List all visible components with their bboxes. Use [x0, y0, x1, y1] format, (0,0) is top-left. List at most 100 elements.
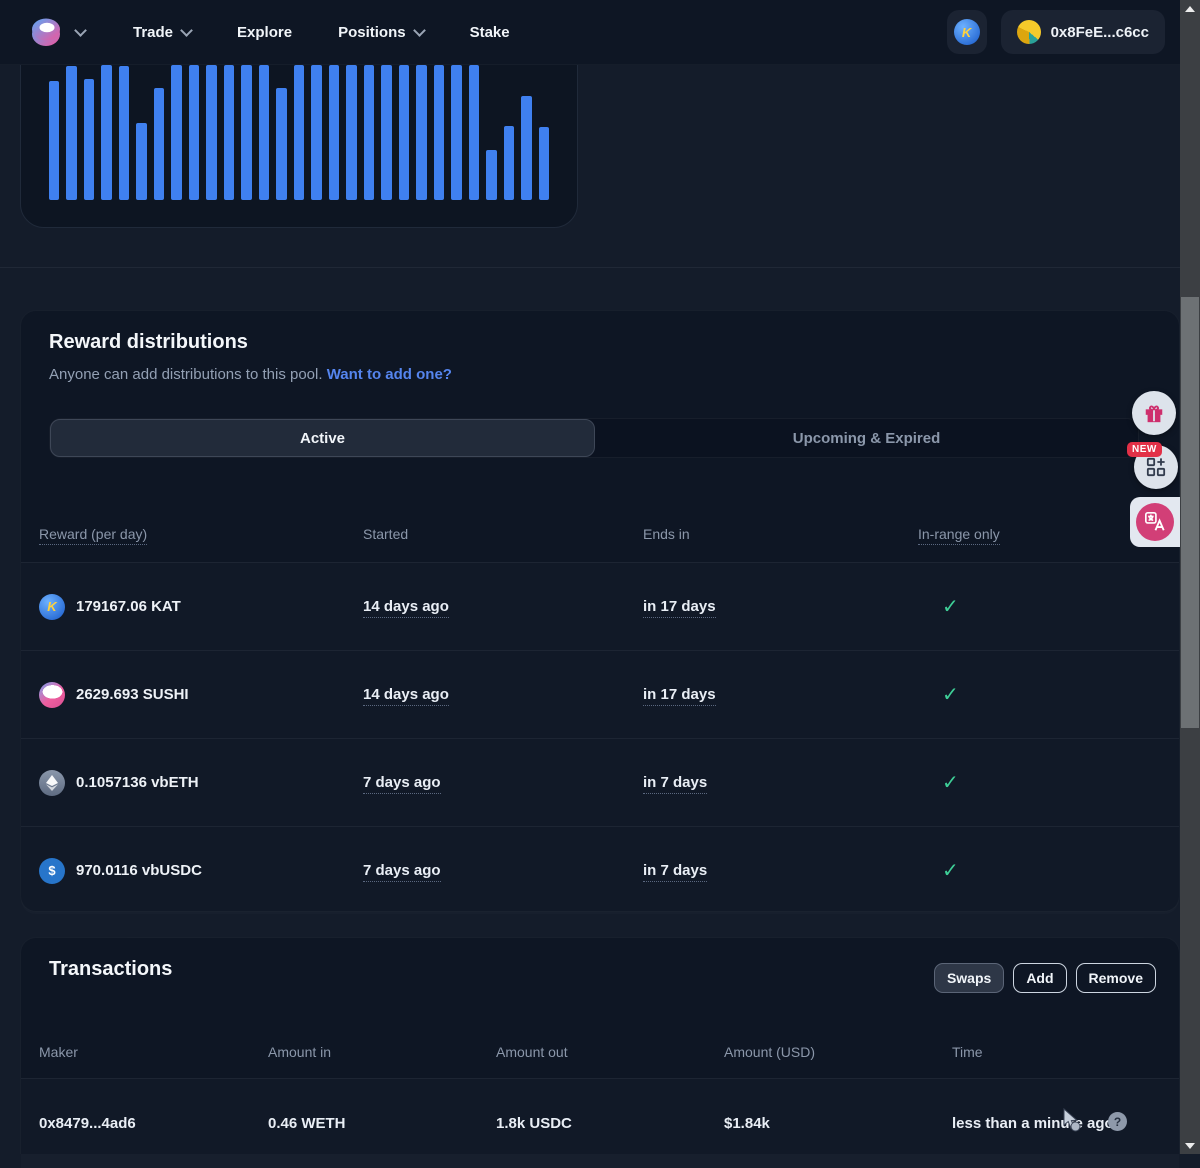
volume-bar	[258, 65, 270, 200]
reward-row-kat: K 179167.06 KAT 14 days ago in 17 days ✓	[21, 562, 1179, 650]
rewards-table-body: K 179167.06 KAT 14 days ago in 17 days ✓…	[21, 562, 1179, 914]
reward-ends[interactable]: in 17 days	[643, 597, 716, 618]
col-amount-usd: Amount (USD)	[724, 1044, 816, 1060]
volume-bar	[363, 65, 375, 200]
volume-bar	[101, 65, 112, 200]
vbusdc-token-icon: $	[39, 857, 65, 884]
col-amount-in: Amount in	[268, 1044, 332, 1060]
reward-started[interactable]: 14 days ago	[363, 597, 449, 618]
check-icon: ✓	[942, 772, 959, 794]
filter-remove-button[interactable]: Remove	[1075, 963, 1156, 993]
gift-icon	[1143, 402, 1165, 424]
reward-row-vbusdc: $ 970.0116 vbUSDC 7 days ago in 7 days ✓	[21, 826, 1179, 914]
volume-bar	[293, 65, 305, 200]
mouse-cursor-icon	[1060, 1107, 1082, 1137]
volume-bar	[171, 65, 182, 200]
reward-started[interactable]: 7 days ago	[363, 861, 441, 882]
col-maker: Maker	[39, 1044, 78, 1060]
sushi-token-icon	[39, 681, 65, 708]
nav-right: K 0x8FeE...c6cc	[946, 10, 1165, 54]
want-to-add-link[interactable]: Want to add one?	[326, 366, 452, 383]
wallet-button[interactable]: 0x8FeE...c6cc	[1000, 10, 1165, 54]
col-started: Started	[363, 526, 409, 542]
nav-item-label: Stake	[469, 23, 510, 41]
nav-item-explore[interactable]: Explore	[237, 24, 292, 41]
volume-bar	[451, 65, 462, 200]
scroll-up-icon	[1185, 5, 1195, 12]
sushi-logo-icon	[28, 14, 64, 50]
new-badge: NEW	[1127, 442, 1162, 457]
gift-fab-button[interactable]	[1132, 391, 1176, 435]
nav-item-label: Trade	[133, 23, 174, 41]
scrollbar-thumb[interactable]	[1181, 297, 1199, 728]
nav-item-trade[interactable]: Trade	[133, 23, 193, 41]
transactions-filters: Swaps Add Remove	[933, 963, 1156, 993]
vbeth-token-icon	[39, 769, 65, 796]
nav-item-stake[interactable]: Stake	[470, 24, 510, 41]
check-icon: ✓	[942, 860, 959, 882]
transactions-title: Transactions	[49, 958, 173, 980]
tx-amount-usd: $1.84k	[724, 1115, 770, 1132]
col-reward-per-day[interactable]: Reward (per day)	[39, 526, 148, 545]
col-in-range-only[interactable]: In-range only	[918, 526, 1000, 545]
col-amount-out: Amount out	[496, 1044, 568, 1060]
kat-token-icon: K	[39, 593, 65, 620]
volume-bar	[66, 66, 77, 200]
tx-maker[interactable]: 0x8479...4ad6	[39, 1115, 136, 1132]
filter-swaps-button[interactable]: Swaps	[933, 963, 1005, 993]
volume-bar	[49, 81, 60, 200]
volume-bars[interactable]	[49, 65, 550, 200]
col-time: Time	[952, 1044, 983, 1060]
volume-bar	[398, 65, 410, 200]
volume-bar	[486, 150, 497, 200]
reward-ends[interactable]: in 7 days	[643, 861, 708, 882]
rewards-subtitle: Anyone can add distributions to this poo…	[49, 366, 452, 383]
volume-bar	[276, 87, 287, 200]
nav-menu: Trade Explore Positions Stake	[133, 24, 510, 41]
reward-amount: 0.1057136 vbETH	[76, 774, 199, 791]
volume-bar	[223, 65, 235, 200]
volume-bar	[521, 96, 532, 200]
tab-upcoming-expired[interactable]: Upcoming & Expired	[792, 429, 941, 447]
volume-bar	[206, 65, 217, 200]
volume-bar	[416, 65, 427, 200]
rewards-table-header: Reward (per day) Started Ends in In-rang…	[21, 506, 1179, 562]
reward-ends[interactable]: in 17 days	[643, 685, 716, 706]
reward-ends[interactable]: in 7 days	[643, 773, 708, 794]
logo-menu[interactable]	[28, 14, 87, 50]
tab-active[interactable]: Active	[50, 419, 595, 457]
apps-plus-icon	[1146, 457, 1166, 477]
reward-row-vbeth: 0.1057136 vbETH 7 days ago in 7 days ✓	[21, 738, 1179, 826]
volume-bar	[136, 123, 147, 200]
transactions-card: Transactions Swaps Add Remove Maker Amou…	[20, 937, 1180, 1154]
scroll-up-button[interactable]	[1180, 0, 1200, 17]
reward-row-sushi: 2629.693 SUSHI 14 days ago in 17 days ✓	[21, 650, 1179, 738]
chevron-down-icon	[74, 23, 87, 37]
volume-bar	[153, 87, 165, 200]
volume-bar	[433, 65, 445, 200]
question-cursor-badge: ?	[1108, 1112, 1127, 1131]
scrollbar	[1180, 0, 1200, 1154]
wallet-address: 0x8FeE...c6cc	[1050, 23, 1149, 41]
transactions-table-header: Maker Amount in Amount out Amount (USD) …	[21, 1026, 1179, 1078]
reward-started[interactable]: 14 days ago	[363, 685, 449, 706]
network-selector-button[interactable]: K	[946, 10, 987, 54]
reward-started[interactable]: 7 days ago	[363, 773, 441, 794]
nav-item-positions[interactable]: Positions	[338, 24, 426, 41]
top-nav: Trade Explore Positions Stake K 0x8FeE..…	[0, 0, 1180, 65]
volume-bar	[503, 125, 515, 200]
volume-bar	[311, 65, 322, 200]
volume-bar	[468, 65, 480, 200]
rewards-title: Reward distributions	[49, 331, 248, 353]
check-icon: ✓	[942, 684, 959, 706]
volume-bar	[241, 65, 252, 200]
rewards-tabs: Active Upcoming & Expired	[49, 418, 1139, 458]
reward-amount: 179167.06 KAT	[76, 598, 181, 615]
check-icon: ✓	[942, 596, 959, 618]
volume-bar	[328, 65, 340, 200]
filter-add-button[interactable]: Add	[1013, 963, 1067, 993]
scroll-down-button[interactable]	[1180, 1137, 1200, 1154]
translate-fab-button[interactable]	[1130, 497, 1180, 547]
nav-item-label: Explore	[237, 23, 293, 41]
chevron-down-icon	[180, 23, 193, 37]
